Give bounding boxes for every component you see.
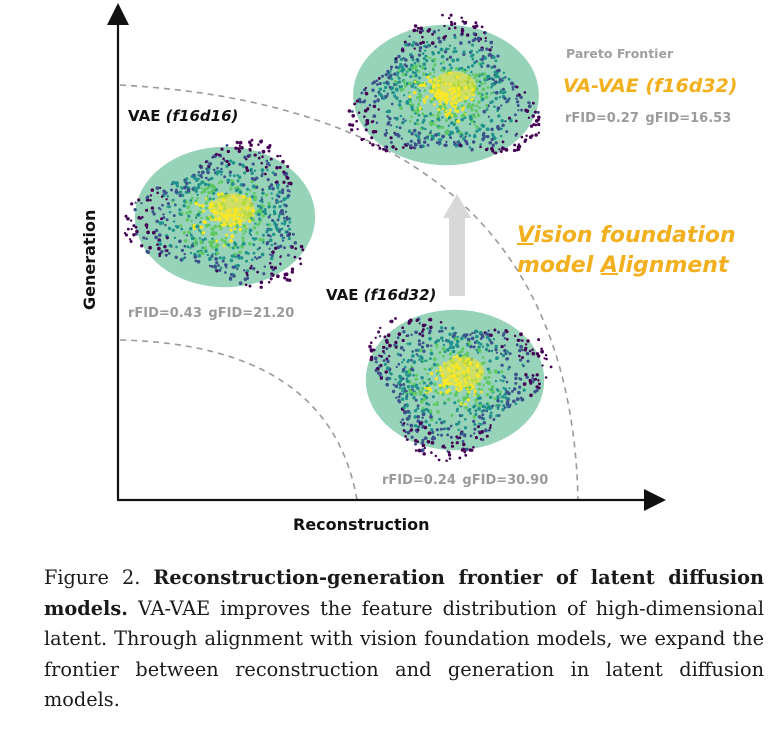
metrics-f16d16: rFID=0.43 gFID=21.20	[128, 306, 294, 321]
caption-title: Reconstruction-generation frontier of la…	[44, 566, 764, 620]
x-axis-label: Reconstruction	[293, 515, 430, 534]
figure-caption: Figure 2. Reconstruction-generation fron…	[44, 563, 764, 716]
frontier-figure: VAE (f16d16) rFID=0.43 gFID=21.20 VAE (f…	[80, 3, 738, 534]
rfid-f16d16: rFID=0.43	[128, 306, 202, 321]
metrics-va-vae: rFID=0.27 gFID=16.53	[565, 111, 731, 126]
y-axis-label: Generation	[80, 209, 99, 310]
rfid-f16d32: rFID=0.24	[382, 473, 456, 488]
rfid-va-vae: rFID=0.27	[565, 111, 639, 126]
cluster-f16d16	[123, 138, 316, 289]
caption-text: VA-VAE improves the feature distribution…	[44, 596, 764, 712]
vision-foundation-alignment-label: Vision foundation model Alignment	[517, 223, 736, 278]
alignment-arrow	[443, 194, 471, 296]
va-vae-label: VA-VAE (f16d32)	[563, 75, 738, 97]
gfid-va-vae: gFID=16.53	[645, 111, 732, 126]
cluster-f16d32	[365, 309, 553, 462]
caption-label: Figure 2.	[44, 566, 141, 589]
gfid-f16d32: gFID=30.90	[462, 473, 549, 488]
frontier-plot	[107, 3, 666, 511]
cluster-va-vae	[347, 13, 541, 166]
metrics-f16d32: rFID=0.24 gFID=30.90	[382, 473, 548, 488]
frontier-curve-inner	[119, 339, 358, 501]
cluster-label-f16d16: VAE (f16d16)	[128, 107, 239, 125]
cluster-label-f16d32: VAE (f16d32)	[326, 286, 437, 304]
gfid-f16d16: gFID=21.20	[208, 306, 295, 321]
pareto-frontier-label: Pareto Frontier	[566, 46, 674, 61]
